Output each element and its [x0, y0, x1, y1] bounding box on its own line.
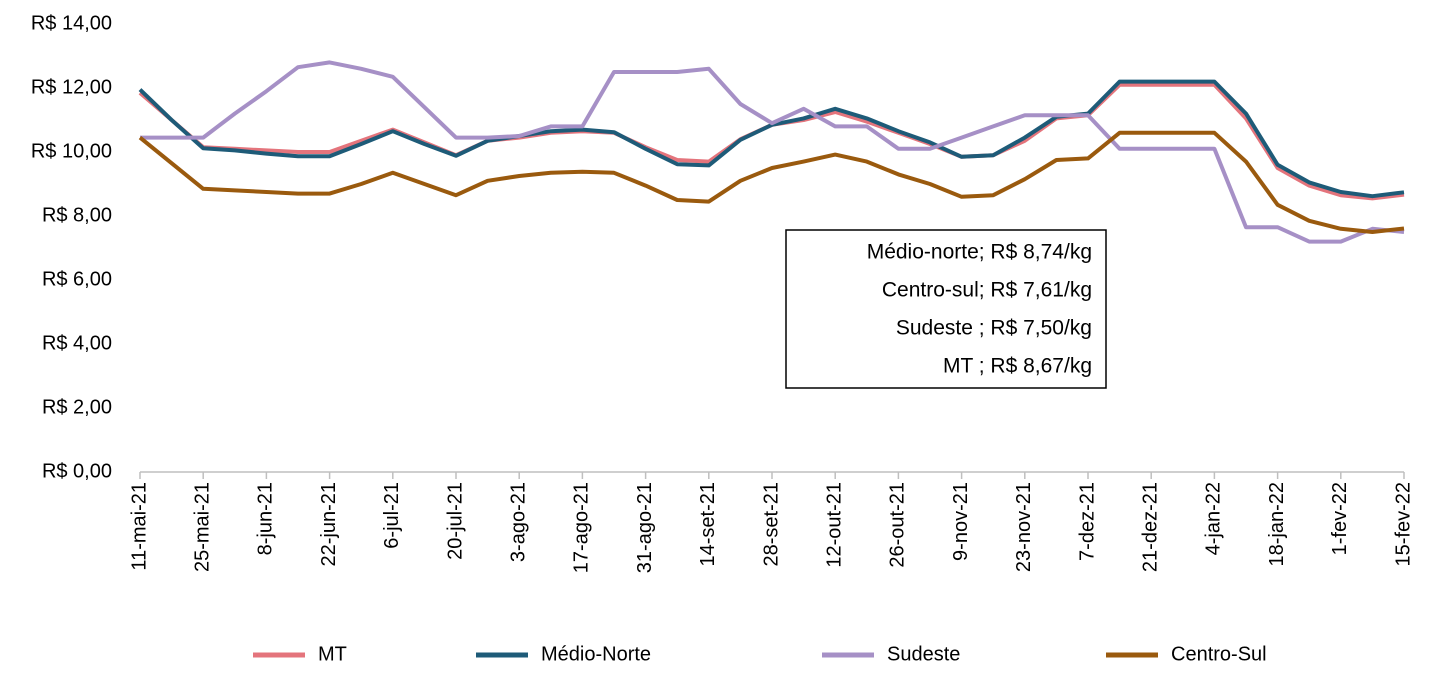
x-tick-label: 4-jan-22 [1203, 482, 1225, 555]
series-line [138, 82, 1405, 201]
x-tick-label: 22-jun-21 [318, 482, 340, 567]
y-tick-label: R$ 8,00 [42, 204, 112, 226]
y-tick-label: R$ 2,00 [42, 396, 112, 418]
annotation: MT ; R$ 8,67/kg [943, 355, 1092, 378]
y-tick-label: R$ 6,00 [42, 268, 112, 290]
annotation: Centro-sul; R$ 7,61/kg [882, 279, 1092, 302]
x-tick-label: 28-set-21 [760, 482, 782, 567]
x-tick-label: 1-fev-22 [1329, 482, 1351, 555]
x-tick-label: 23-nov-21 [1013, 482, 1035, 572]
x-tick-label: 6-jul-21 [381, 482, 403, 549]
x-tick-label: 7-dez-21 [1076, 482, 1098, 561]
x-tick-label: 12-out-21 [823, 482, 845, 568]
x-tick-label: 15-fev-22 [1392, 482, 1414, 567]
annotation-box [785, 229, 1107, 389]
y-tick-label: R$ 14,00 [31, 12, 112, 34]
series-line [138, 79, 1405, 199]
y-tick-label: R$ 0,00 [42, 460, 112, 482]
x-tick-label: 14-set-21 [697, 482, 719, 567]
x-tick-label: 21-dez-21 [1139, 482, 1161, 572]
series-line [140, 60, 1405, 244]
x-tick-label: 17-ago-21 [571, 482, 593, 573]
series-line [138, 130, 1405, 234]
y-tick-label: R$ 12,00 [31, 76, 112, 98]
x-tick-label: 20-jul-21 [444, 482, 466, 560]
x-tick-label: 25-mai-21 [191, 482, 213, 572]
y-tick-label: R$ 10,00 [31, 140, 112, 162]
x-tick-label: 11-mai-21 [128, 482, 150, 571]
x-tick-label: 3-ago-21 [507, 482, 529, 562]
x-tick-label: 8-jun-21 [255, 482, 277, 555]
x-tick-label: 26-out-21 [887, 482, 909, 568]
legend-label: Médio-Norte [541, 643, 651, 665]
annotation: Médio-norte; R$ 8,74/kg [867, 241, 1092, 264]
x-tick-label: 9-nov-21 [950, 482, 972, 561]
x-tick-label: 18-jan-22 [1266, 482, 1288, 567]
annotation: Sudeste ; R$ 7,50/kg [896, 317, 1092, 340]
legend-label: Centro-Sul [1171, 643, 1267, 665]
y-tick-label: R$ 4,00 [42, 332, 112, 354]
x-tick-label: 31-ago-21 [634, 482, 656, 573]
legend-label: Sudeste [887, 643, 960, 665]
legend-label: MT [318, 643, 347, 665]
